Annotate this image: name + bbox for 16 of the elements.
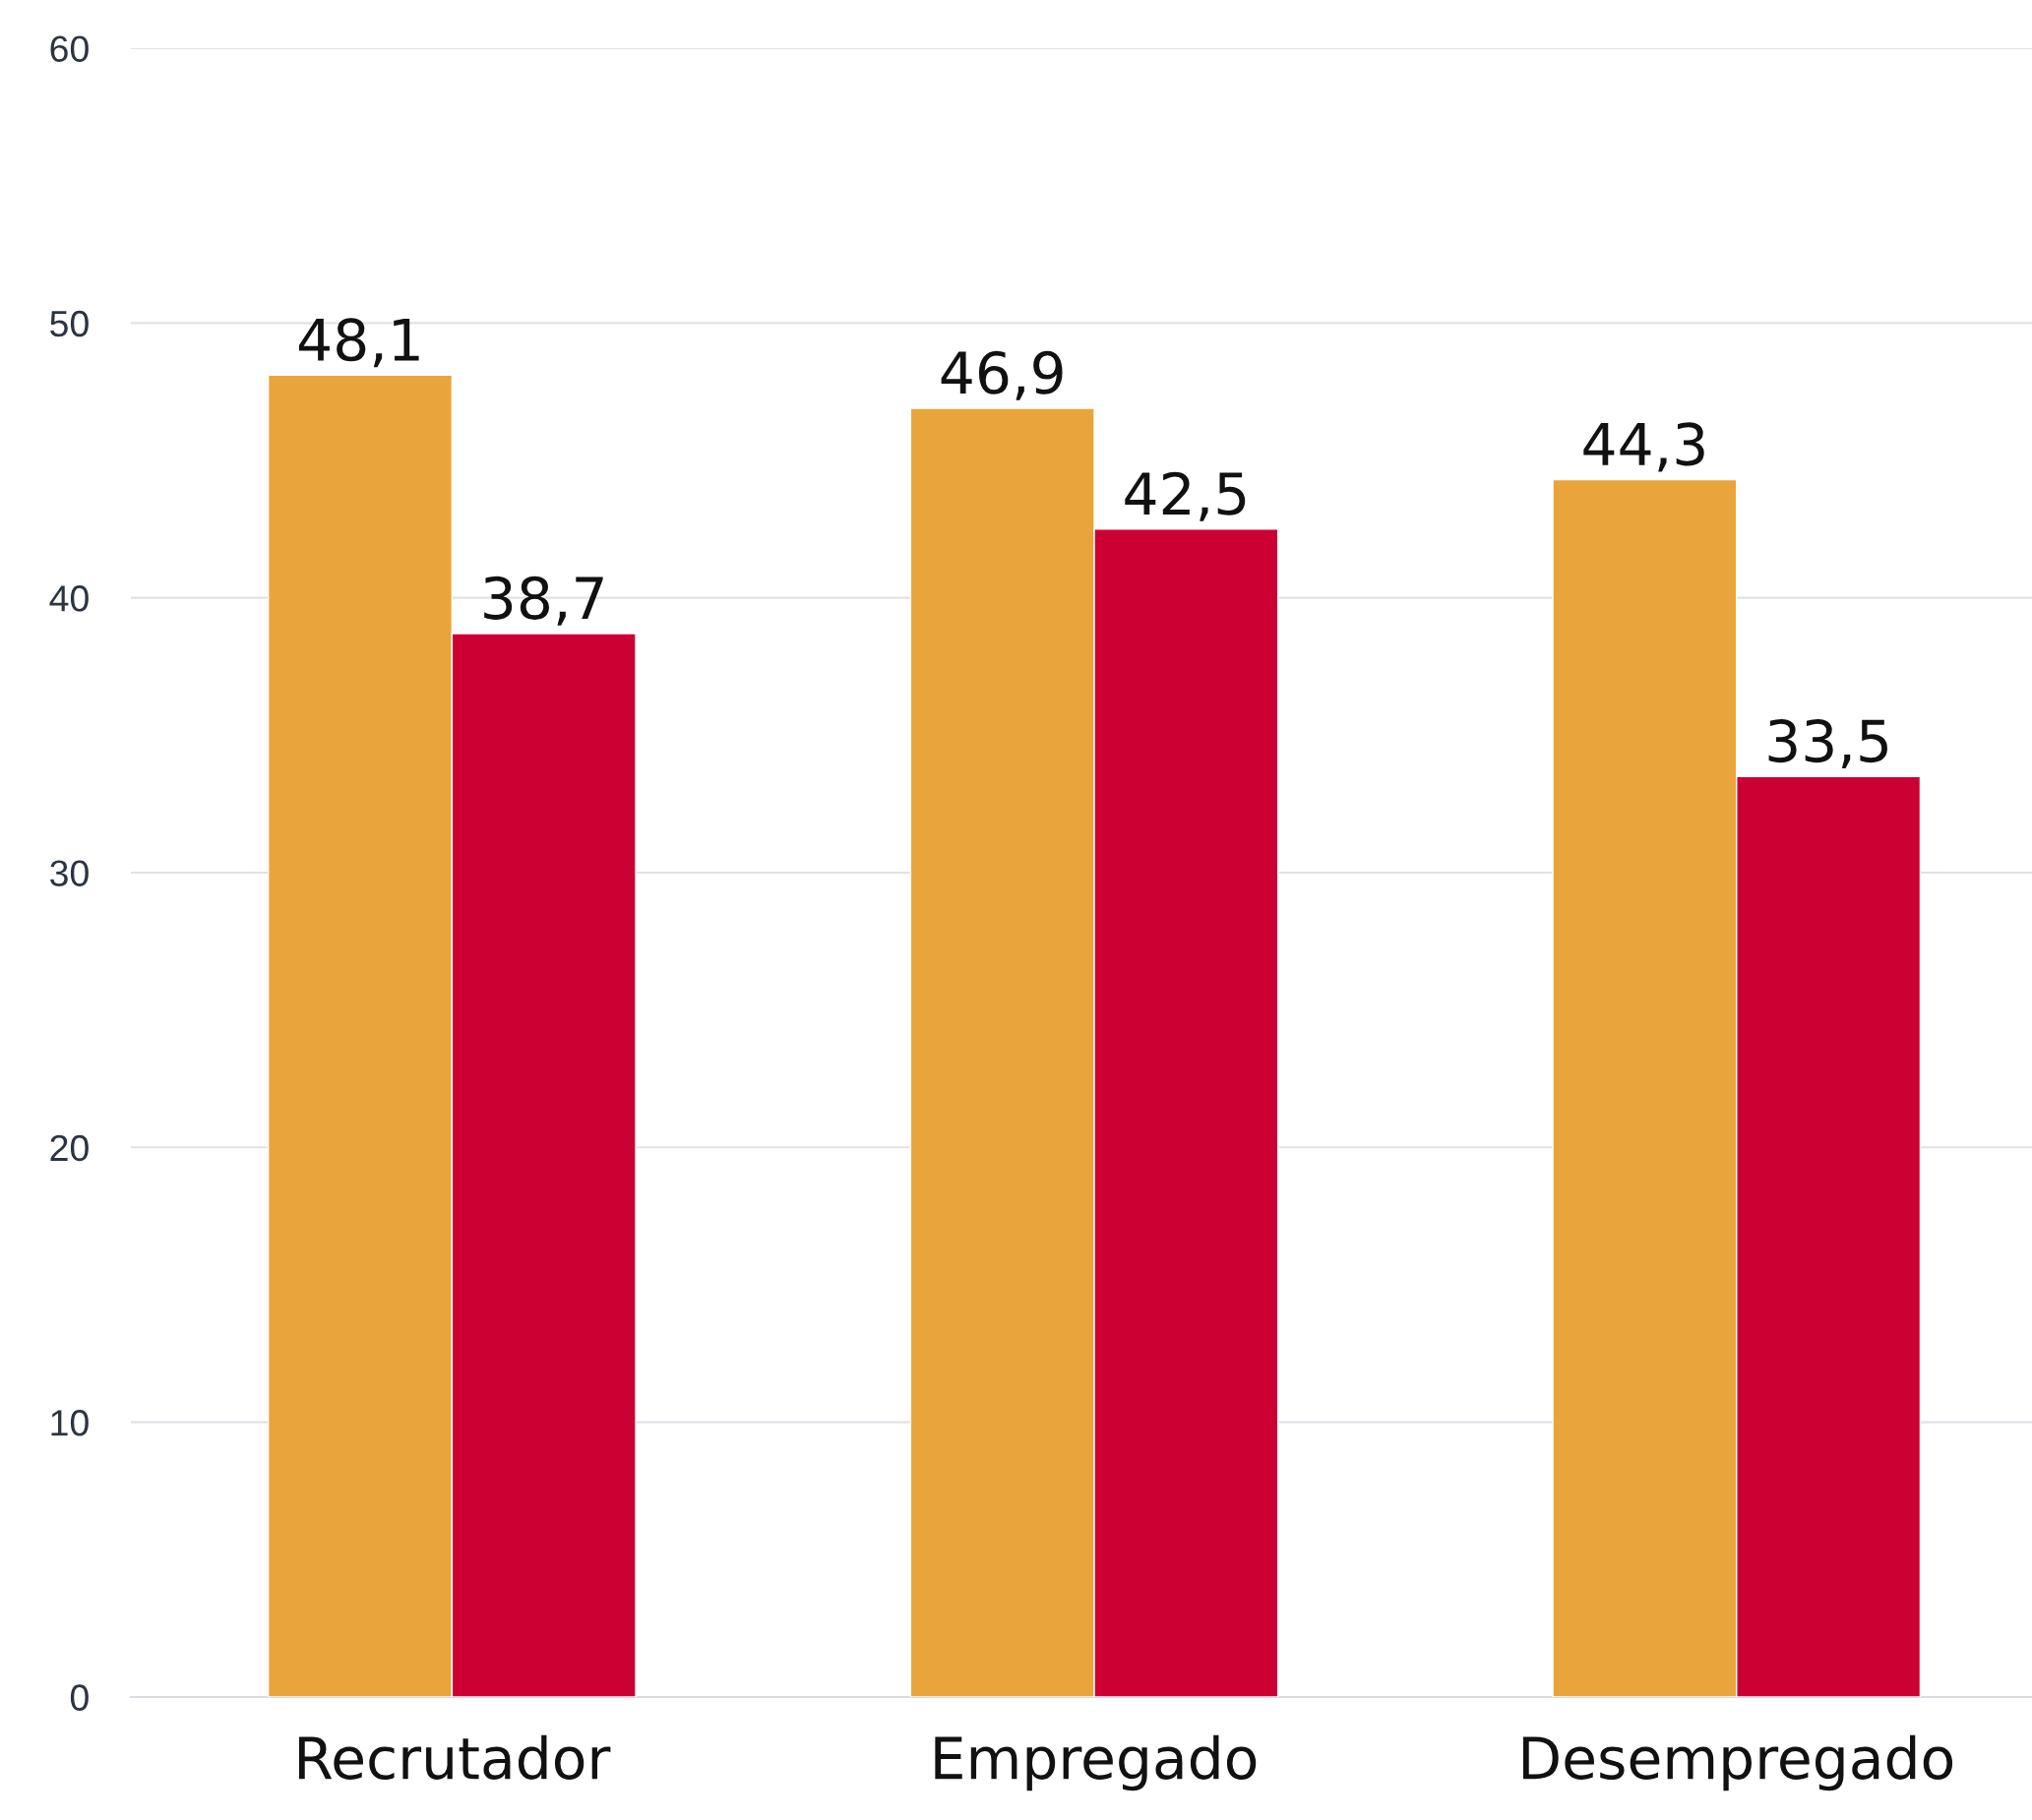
y-tick-label: 30 xyxy=(50,860,89,886)
x-tick-label: Desempregado xyxy=(1522,1734,1953,1791)
y-tick-label: 60 xyxy=(50,35,89,62)
x-tick-label: Recrutador xyxy=(298,1734,611,1780)
data-label: 44,3 xyxy=(1583,422,1704,472)
y-tick-label: 40 xyxy=(49,585,89,612)
y-tick-label: 0 xyxy=(70,1684,89,1711)
x-tick-label: Empregado xyxy=(935,1734,1257,1791)
y-tick-label: 20 xyxy=(50,1134,89,1162)
y-tick-label: 50 xyxy=(50,310,89,337)
data-label: 46,9 xyxy=(941,350,1063,400)
data-label: 33,5 xyxy=(1768,719,1887,769)
data-label: 38,7 xyxy=(484,576,603,626)
y-tick-label: 10 xyxy=(51,1410,89,1436)
data-label: 48,1 xyxy=(298,318,419,368)
data-label: 42,5 xyxy=(1125,471,1246,521)
